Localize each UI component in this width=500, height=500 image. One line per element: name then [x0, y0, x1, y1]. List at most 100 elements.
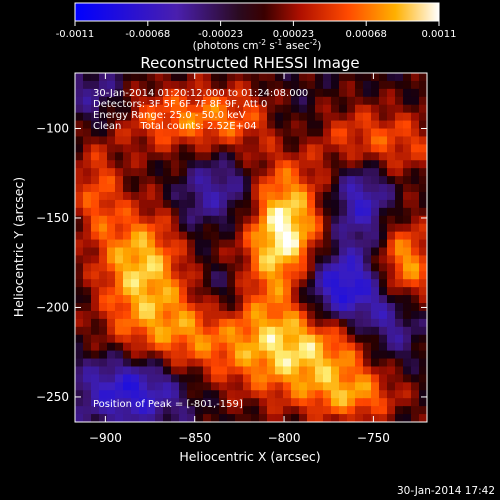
heatmap-cell: [91, 342, 100, 352]
heatmap-cell: [131, 398, 140, 407]
heatmap-cell: [379, 414, 388, 422]
heatmap-cell: [331, 263, 340, 272]
heatmap-cell: [243, 207, 252, 217]
heatmap-cell: [187, 120, 196, 130]
heatmap-cell: [307, 215, 316, 225]
heatmap-cell: [171, 271, 180, 280]
heatmap-cell: [355, 152, 364, 161]
heatmap-cell: [83, 398, 92, 407]
heatmap-cell: [283, 215, 292, 225]
heatmap-cell: [291, 207, 300, 217]
heatmap-cell: [83, 326, 92, 336]
heatmap-cell: [211, 303, 220, 312]
heatmap-cell: [283, 239, 292, 249]
heatmap-cell: [155, 184, 164, 193]
heatmap-cell: [275, 398, 284, 407]
heatmap-cell: [275, 160, 284, 169]
heatmap-cell: [227, 271, 236, 280]
heatmap-cell: [363, 303, 372, 312]
heatmap-cell: [411, 358, 420, 368]
heatmap-cell: [355, 350, 364, 360]
heatmap-cell: [187, 80, 196, 90]
heatmap-cell: [275, 120, 284, 130]
heatmap-cell: [131, 215, 140, 225]
heatmap-cell: [203, 215, 212, 225]
heatmap-cell: [275, 144, 284, 153]
heatmap-cell: [395, 287, 404, 296]
heatmap-cell: [379, 374, 388, 383]
heatmap-cell: [403, 207, 412, 217]
heatmap-cell: [411, 310, 420, 320]
heatmap-cell: [195, 128, 204, 138]
colorbar-tick-label: -0.0011: [56, 29, 95, 40]
colorbar-tick-label: 0.00023: [273, 29, 314, 40]
heatmap-cell: [251, 199, 260, 209]
heatmap-cell: [243, 358, 252, 368]
heatmap-cell: [203, 414, 212, 422]
heatmap-cell: [315, 128, 324, 138]
heatmap-cell: [195, 303, 204, 312]
heatmap-cell: [347, 334, 356, 344]
heatmap-cell: [411, 144, 420, 153]
heatmap-cell: [379, 398, 388, 407]
heatmap-cell: [395, 310, 404, 320]
heatmap-cell: [403, 88, 412, 98]
heatmap-cell: [379, 80, 388, 90]
heatmap-cell: [259, 120, 268, 130]
heatmap-cell: [75, 73, 84, 82]
heatmap-cell: [371, 152, 380, 161]
heatmap-cell: [419, 398, 427, 407]
heatmap-cell: [267, 176, 276, 185]
heatmap-cell: [83, 406, 92, 415]
heatmap-cell: [83, 310, 92, 320]
heatmap-cell: [187, 247, 196, 257]
heatmap-cell: [171, 310, 180, 320]
heatmap-cell: [227, 184, 236, 193]
heatmap-cell: [411, 350, 420, 360]
heatmap-cell: [195, 279, 204, 288]
heatmap-cell: [323, 310, 332, 320]
heatmap-cell: [355, 326, 364, 336]
heatmap-cell: [371, 271, 380, 280]
heatmap-cell: [211, 168, 220, 177]
heatmap-cell: [83, 152, 92, 161]
heatmap-cell: [131, 303, 140, 312]
heatmap-cell: [387, 382, 396, 391]
heatmap-cell: [227, 350, 236, 360]
heatmap-cell: [395, 366, 404, 376]
heatmap-cell: [147, 152, 156, 161]
heatmap-cell: [259, 263, 268, 272]
heatmap-cell: [99, 239, 108, 249]
heatmap-cell: [387, 223, 396, 233]
heatmap-cell: [411, 374, 420, 383]
heatmap-cell: [251, 366, 260, 376]
heatmap-cell: [411, 199, 420, 209]
heatmap-cell: [379, 358, 388, 368]
heatmap-cell: [243, 136, 252, 145]
heatmap-cell: [339, 271, 348, 280]
heatmap-cell: [419, 310, 427, 320]
heatmap-cell: [363, 184, 372, 193]
heatmap-cell: [195, 144, 204, 153]
heatmap-cell: [283, 414, 292, 422]
heatmap-cell: [387, 310, 396, 320]
heatmap-cell: [139, 176, 148, 185]
heatmap-cell: [331, 160, 340, 169]
heatmap-cell: [211, 176, 220, 185]
heatmap-cell: [283, 303, 292, 312]
heatmap-cell: [139, 80, 148, 90]
heatmap-cell: [355, 88, 364, 98]
heatmap-cell: [267, 374, 276, 383]
heatmap-cell: [363, 271, 372, 280]
heatmap-cell: [419, 295, 427, 304]
heatmap-cell: [155, 128, 164, 138]
heatmap-cell: [219, 104, 228, 114]
heatmap-cell: [299, 88, 308, 98]
heatmap-cell: [235, 96, 244, 106]
heatmap-cell: [227, 303, 236, 312]
heatmap-cell: [371, 358, 380, 368]
heatmap-cell: [147, 271, 156, 280]
annotation-detectors: Detectors: 3F 5F 6F 7F 8F 9F, Att 0: [93, 99, 267, 110]
heatmap-cell: [115, 160, 124, 169]
heatmap-cell: [171, 80, 180, 90]
